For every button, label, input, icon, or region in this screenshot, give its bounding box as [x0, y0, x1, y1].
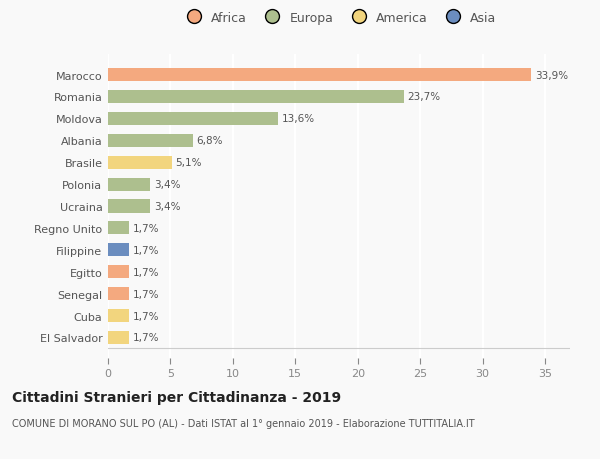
Bar	[108, 244, 129, 257]
Bar	[108, 112, 278, 126]
Bar	[108, 200, 151, 213]
Bar	[108, 69, 531, 82]
Bar	[108, 331, 129, 344]
Text: COMUNE DI MORANO SUL PO (AL) - Dati ISTAT al 1° gennaio 2019 - Elaborazione TUTT: COMUNE DI MORANO SUL PO (AL) - Dati ISTA…	[12, 418, 475, 428]
Bar	[108, 309, 129, 322]
Text: 1,7%: 1,7%	[133, 311, 160, 321]
Bar	[108, 222, 129, 235]
Text: 1,7%: 1,7%	[133, 289, 160, 299]
Text: 6,8%: 6,8%	[197, 136, 223, 146]
Legend: Africa, Europa, America, Asia: Africa, Europa, America, Asia	[176, 7, 502, 30]
Bar	[108, 178, 151, 191]
Bar	[108, 134, 193, 147]
Bar	[108, 91, 404, 104]
Text: 23,7%: 23,7%	[407, 92, 441, 102]
Text: 3,4%: 3,4%	[154, 180, 181, 190]
Bar	[108, 266, 129, 279]
Text: 1,7%: 1,7%	[133, 224, 160, 233]
Bar	[108, 156, 172, 169]
Bar	[108, 287, 129, 301]
Text: 1,7%: 1,7%	[133, 267, 160, 277]
Text: 33,9%: 33,9%	[535, 70, 568, 80]
Text: 1,7%: 1,7%	[133, 245, 160, 255]
Text: 3,4%: 3,4%	[154, 202, 181, 212]
Text: 13,6%: 13,6%	[281, 114, 314, 124]
Text: 1,7%: 1,7%	[133, 333, 160, 343]
Text: 5,1%: 5,1%	[175, 158, 202, 168]
Text: Cittadini Stranieri per Cittadinanza - 2019: Cittadini Stranieri per Cittadinanza - 2…	[12, 390, 341, 404]
